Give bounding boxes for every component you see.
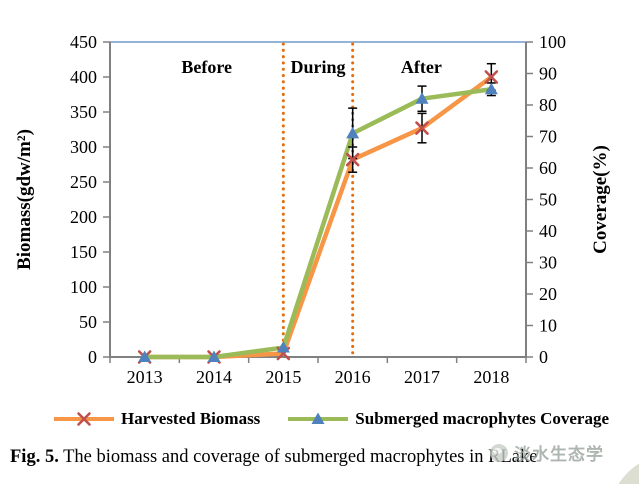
legend-item-macrophytes-coverage: Submerged macrophytes Coverage [286,409,609,429]
harvested-biomass-marker-icon [54,412,114,426]
macrophytes-coverage-marker-icon [288,412,349,424]
svg-text:450: 450 [70,32,97,52]
svg-text:0: 0 [539,347,548,367]
svg-text:2018: 2018 [473,367,509,387]
svg-text:80: 80 [539,95,557,115]
svg-text:150: 150 [70,242,97,262]
svg-text:60: 60 [539,158,557,178]
figure-caption: Fig. 5. The biomass and coverage of subm… [10,447,635,468]
legend-label-harvested-biomass: Harvested Biomass [121,409,261,428]
svg-text:70: 70 [539,127,557,147]
svg-text:During: During [290,57,345,77]
svg-text:0: 0 [88,347,97,367]
series-line-biomass [142,74,494,360]
svg-text:2017: 2017 [404,367,440,387]
period-divider-lines [281,42,355,358]
right-axis-ticks: 0 10 20 30 40 50 60 70 80 90 100 [526,32,566,367]
svg-text:2016: 2016 [335,367,371,387]
svg-text:30: 30 [539,253,557,273]
markers-coverage [138,82,498,362]
svg-text:40: 40 [539,221,557,241]
svg-text:Coverage(%): Coverage(%) [590,145,611,254]
svg-text:300: 300 [70,137,97,157]
chart-legend: Harvested Biomass Submerged macrophytes … [52,409,609,429]
svg-text:100: 100 [70,277,97,297]
left-axis-ticks: 0 50 100 150 200 250 300 350 400 450 [70,32,110,367]
watermark-logo-icon [490,443,508,462]
svg-text:2013: 2013 [127,367,163,387]
biomass-coverage-line-chart: 0 50 100 150 200 250 300 350 400 450 0 10 20 30 40 50 60… [14,32,611,387]
watermark: 淡水生态学 [490,440,604,465]
watermark-text: 淡水生态学 [514,445,604,464]
svg-text:50: 50 [79,312,97,332]
legend-label-macrophytes-coverage: Submerged macrophytes Coverage [355,409,610,428]
svg-text:20: 20 [539,284,557,304]
svg-text:350: 350 [70,102,97,122]
svg-text:250: 250 [70,172,97,192]
svg-text:Biomass(gdw/m²): Biomass(gdw/m²) [14,129,35,270]
svg-text:2015: 2015 [265,367,301,387]
caption-text: The biomass and coverage of submerged ma… [58,447,538,467]
error-bars-biomass [348,62,496,173]
axes [109,41,527,358]
axis-titles: Biomass(gdw/m²) Coverage(%) [14,129,611,270]
series-line-coverage [142,87,494,360]
caption-prefix: Fig. 5. [10,447,59,467]
svg-text:Before: Before [181,57,232,77]
period-labels: Before During After [181,57,441,77]
svg-text:100: 100 [539,32,566,52]
svg-text:400: 400 [70,67,97,87]
svg-text:200: 200 [70,207,97,227]
legend-item-harvested-biomass: Harvested Biomass [52,409,260,429]
svg-text:10: 10 [539,316,557,336]
svg-text:90: 90 [539,64,557,84]
x-axis-ticks: 2013 2014 2015 2016 2017 2018 [109,357,527,387]
svg-text:After: After [401,57,442,77]
svg-text:50: 50 [539,190,557,210]
svg-text:2014: 2014 [196,367,232,387]
